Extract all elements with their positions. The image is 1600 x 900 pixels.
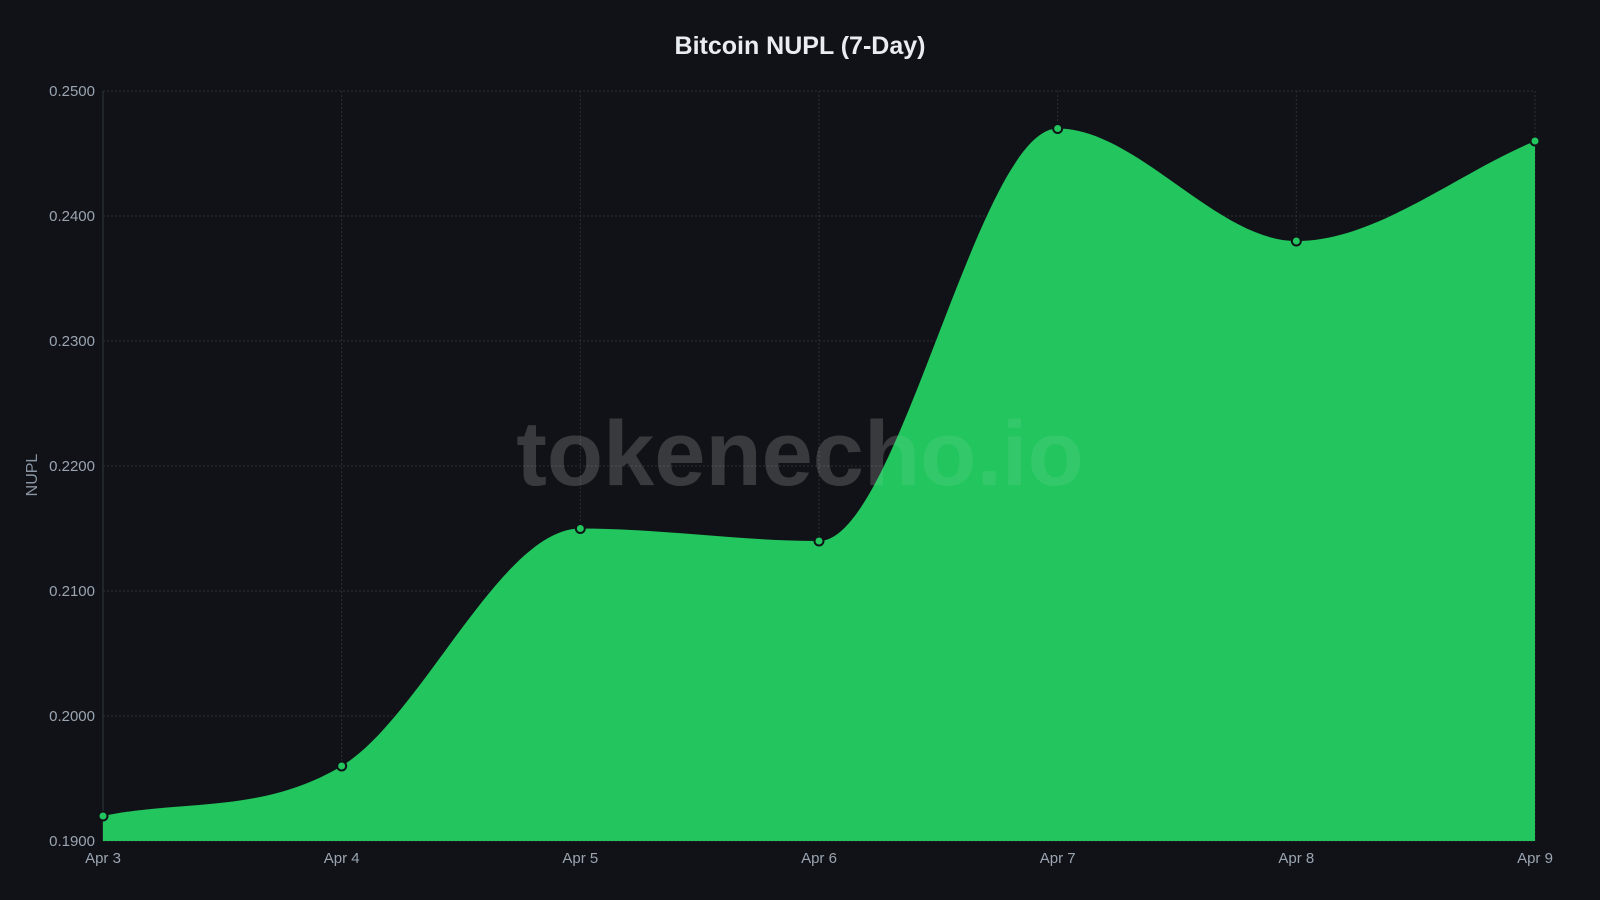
y-tick-label: 0.2500: [49, 83, 95, 100]
x-tick-label: Apr 3: [85, 850, 121, 867]
y-tick-label: 0.1900: [49, 833, 95, 850]
data-point-marker[interactable]: [1529, 135, 1541, 147]
x-tick-label: Apr 8: [1278, 850, 1314, 867]
chart-title: Bitcoin NUPL (7-Day): [674, 32, 926, 60]
y-tick-label: 0.2400: [49, 208, 95, 225]
y-tick-label: 0.2300: [49, 333, 95, 350]
y-axis-ticks: 0.1900 0.2000 0.2100 0.2200 0.2300 0.2400 0.25…: [49, 83, 95, 850]
x-tick-label: Apr 6: [801, 850, 837, 867]
data-point-marker[interactable]: [813, 535, 825, 547]
watermark-overlay: tokenecho.io: [516, 403, 1083, 505]
x-tick-label: Apr 4: [324, 850, 360, 867]
x-tick-label: Apr 9: [1517, 850, 1553, 867]
y-tick-label: 0.2100: [49, 583, 95, 600]
data-point-marker[interactable]: [336, 760, 348, 772]
data-point-markers: [97, 123, 1541, 822]
x-axis-ticks: Apr 3 Apr 4 Apr 5 Apr 6 Apr 7 Apr 8 Apr 9: [85, 850, 1553, 867]
data-point-marker[interactable]: [1290, 235, 1302, 247]
data-point-marker[interactable]: [574, 523, 586, 534]
data-point-marker[interactable]: [1052, 123, 1064, 134]
y-tick-label: 0.2200: [49, 458, 95, 475]
x-tick-label: Apr 7: [1040, 850, 1076, 867]
x-tick-label: Apr 5: [562, 850, 598, 867]
data-point-marker[interactable]: [97, 810, 109, 822]
y-tick-label: 0.2000: [49, 708, 95, 725]
area-series-nupl: [103, 128, 1535, 841]
